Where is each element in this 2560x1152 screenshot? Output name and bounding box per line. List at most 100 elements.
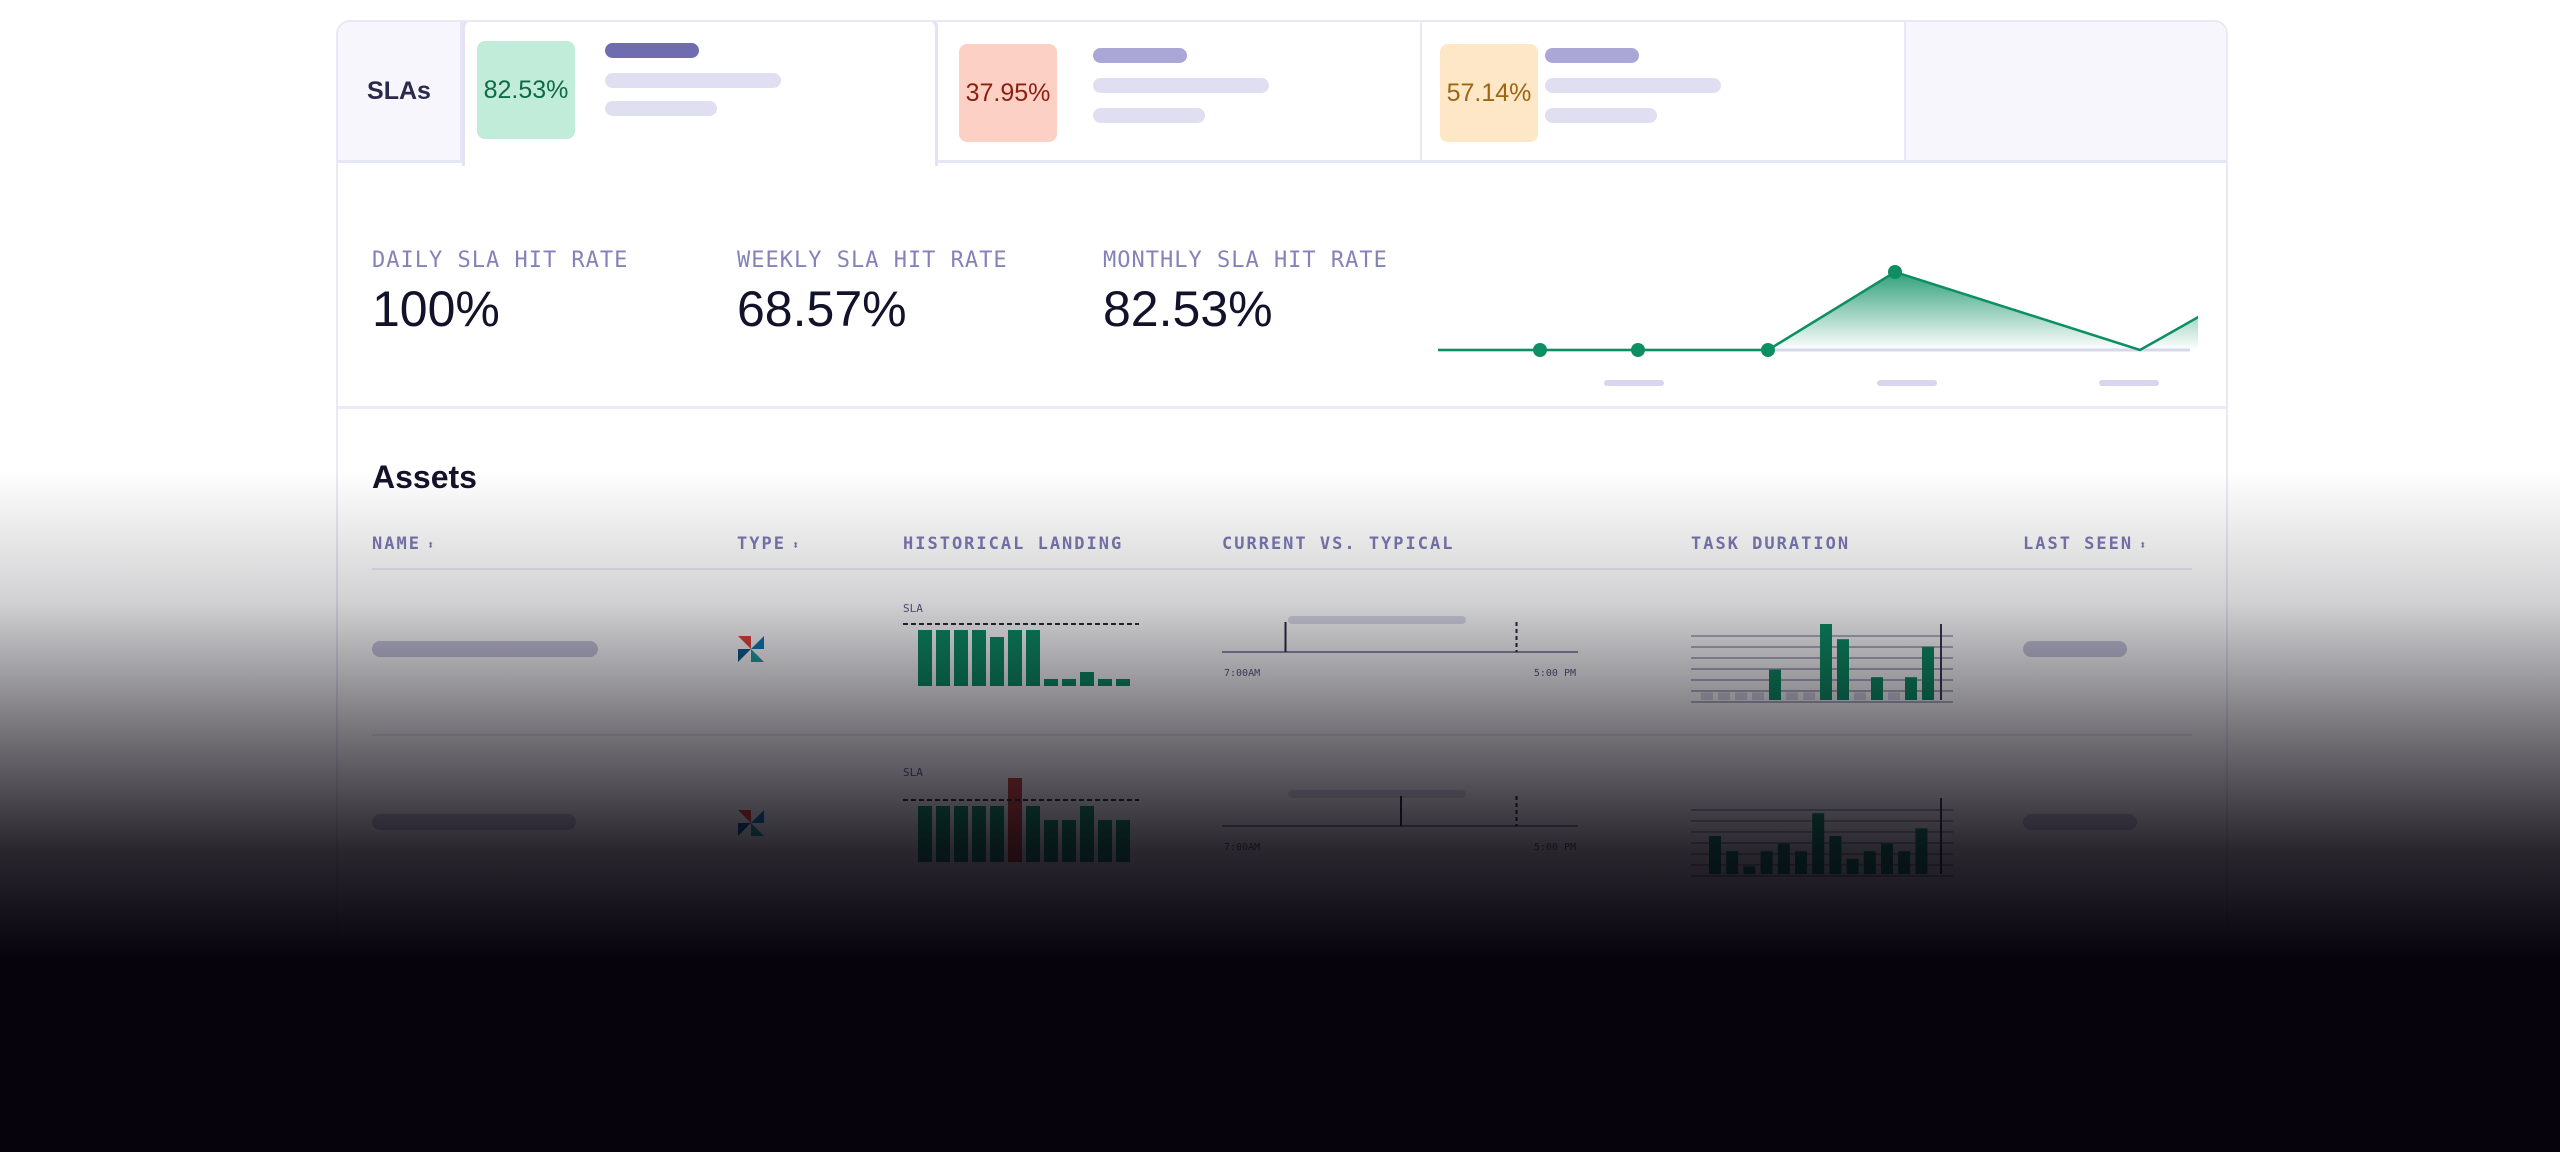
duration-bar (1863, 851, 1876, 874)
duration-bar (1718, 692, 1730, 700)
duration-bar (1786, 692, 1798, 700)
col-header-current-vs-typical: CURRENT VS. TYPICAL (1222, 534, 1455, 554)
sla-percent-badge: 82.53% (477, 41, 575, 139)
last-seen-placeholder (2023, 814, 2137, 830)
sla-tab-strip: SLAs 82.53% 37.95% 57.14% (338, 22, 2226, 166)
duration-bar (1726, 851, 1739, 874)
tab-subtitle-placeholder (1545, 78, 1721, 93)
landing-bar (1080, 672, 1094, 686)
assets-title: Assets (372, 459, 477, 495)
duration-bar (1709, 836, 1721, 874)
duration-bar (1881, 843, 1893, 874)
landing-bar (990, 806, 1004, 862)
sla-tab-3[interactable]: 57.14% (1422, 22, 1906, 160)
landing-bar (1026, 630, 1040, 686)
duration-bar (1701, 692, 1713, 700)
tab-subtitle-placeholder (605, 73, 781, 88)
sla-label: SLA (903, 766, 923, 779)
tab-meta-placeholder (1093, 108, 1205, 123)
landing-bar (972, 806, 986, 862)
asset-name-placeholder (372, 814, 576, 830)
tab-meta-placeholder (1545, 108, 1657, 123)
timeline-start-label: 7:00AM (1224, 668, 1260, 679)
col-header-type[interactable]: TYPE ⬍ (737, 534, 802, 554)
timeline-end-label: 5:00 PM (1534, 842, 1576, 853)
duration-bar (1829, 836, 1842, 874)
landing-bar (1062, 820, 1076, 862)
sort-icon: ⬍ (2139, 538, 2149, 552)
sort-icon: ⬍ (426, 538, 437, 552)
tab-title-placeholder (1093, 48, 1187, 63)
landing-bar (972, 630, 986, 686)
landing-bar (1080, 806, 1094, 862)
landing-bar (1008, 778, 1022, 862)
timeline-start-label: 7:00AM (1224, 842, 1260, 853)
sla-tab-2[interactable]: 37.95% (938, 22, 1422, 160)
duration-bar (1752, 692, 1764, 700)
landing-bar (1098, 820, 1112, 862)
landing-bar (1008, 630, 1022, 686)
duration-bar (1803, 692, 1815, 700)
duration-bar (1795, 851, 1807, 874)
pinwheel-icon (738, 810, 764, 836)
duration-bar (1888, 692, 1900, 700)
landing-bar (990, 637, 1004, 686)
landing-bar (1026, 806, 1040, 862)
col-header-historical-landing: HISTORICAL LANDING (903, 534, 1124, 554)
asset-name-placeholder (372, 641, 598, 657)
landing-bar (936, 806, 950, 862)
landing-bar (918, 630, 932, 686)
landing-bar (918, 806, 932, 862)
duration-bar (1922, 646, 1934, 700)
duration-bar (1905, 677, 1917, 700)
section-divider (338, 406, 2226, 409)
duration-bar (1777, 843, 1790, 874)
sort-icon: ⬍ (791, 538, 802, 552)
duration-bar (1769, 669, 1781, 700)
trend-tick-placeholder (1604, 380, 1664, 386)
sla-percent-badge: 57.14% (1440, 44, 1538, 142)
last-seen-placeholder (2023, 641, 2127, 657)
tab-title-placeholder (605, 43, 699, 58)
tab-subtitle-placeholder (1093, 78, 1269, 93)
trend-tick-placeholder (1877, 380, 1937, 386)
task-duration-chart (1691, 798, 1953, 877)
landing-bar (1116, 820, 1130, 862)
timeline-end-label: 5:00 PM (1534, 668, 1576, 679)
col-header-last-seen[interactable]: LAST SEEN ⬍ (2023, 534, 2149, 554)
trend-point (1888, 265, 1902, 279)
daily-sla-value: 100% (372, 281, 500, 337)
landing-bar (1098, 679, 1112, 686)
duration-bar (1812, 813, 1825, 874)
trend-point (1533, 343, 1547, 357)
daily-sla-label: DAILY SLA HIT RATE (372, 248, 629, 273)
table-header-divider (372, 568, 2192, 570)
landing-bar (1044, 820, 1058, 862)
weekly-sla-label: WEEKLY SLA HIT RATE (737, 248, 1008, 273)
duration-bar (1871, 677, 1883, 700)
landing-bar (936, 630, 950, 686)
historical-landing-chart: SLA (903, 602, 1139, 686)
landing-bar (1116, 679, 1130, 686)
monthly-sla-label: MONTHLY SLA HIT RATE (1103, 248, 1388, 273)
duration-bar (1735, 692, 1747, 700)
historical-landing-chart: SLA (903, 766, 1139, 862)
pinwheel-icon (738, 636, 764, 662)
tab-meta-placeholder (605, 101, 717, 116)
duration-bar (1854, 692, 1866, 700)
col-header-name[interactable]: NAME ⬍ (372, 534, 437, 554)
trend-tick-placeholder (2099, 380, 2159, 386)
current-vs-typical-timeline: 7:00AM 5:00 PM (1222, 790, 1578, 853)
sla-tab-1[interactable]: 82.53% (462, 22, 938, 166)
duration-bar (1760, 851, 1773, 874)
sla-percent-badge: 37.95% (959, 44, 1057, 142)
duration-bar (1743, 866, 1756, 874)
trend-point (1761, 343, 1775, 357)
timeline-title-placeholder (1288, 616, 1466, 624)
monthly-sla-value: 82.53% (1103, 281, 1273, 337)
sla-dashboard-card: SLAs 82.53% 37.95% 57.14% DAILY SLA HIT … (336, 20, 2228, 1024)
duration-bar (1915, 828, 1928, 874)
timeline-title-placeholder (1288, 790, 1466, 798)
col-header-task-duration: TASK DURATION (1691, 534, 1851, 554)
trend-point (1631, 343, 1645, 357)
